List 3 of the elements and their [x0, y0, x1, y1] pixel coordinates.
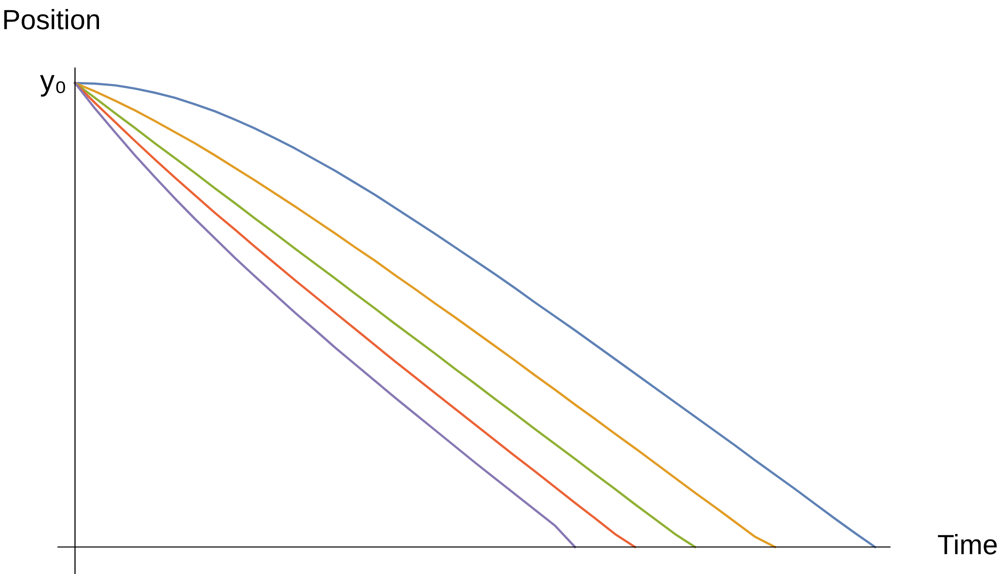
y-axis-title: Position: [4, 9, 100, 30]
annotation: y₀: [40, 75, 66, 97]
x-axis-title: Time: [938, 534, 997, 554]
